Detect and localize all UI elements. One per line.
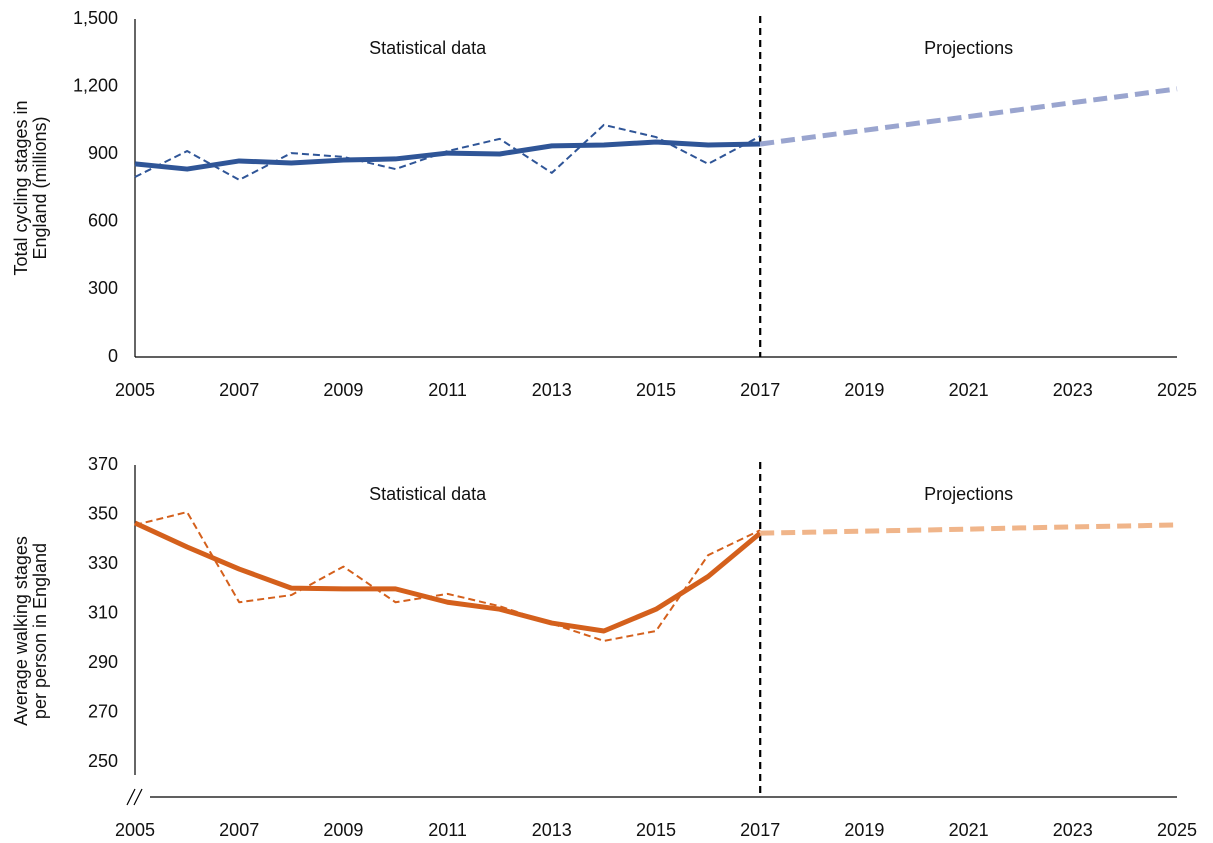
- y-tick-label: 300: [88, 278, 118, 298]
- annotation: Statistical data: [369, 38, 487, 58]
- y-tick-label: 310: [88, 602, 118, 622]
- x-tick-label: 2017: [740, 380, 780, 400]
- y-axis-label: per person in England: [30, 543, 50, 719]
- annotation: Projections: [924, 484, 1013, 504]
- y-tick-label: 600: [88, 211, 118, 231]
- annotation: Statistical data: [369, 484, 487, 504]
- x-tick-label: 2009: [323, 820, 363, 840]
- data-line: [134, 511, 761, 642]
- y-tick-label: 290: [88, 652, 118, 672]
- x-tick-label: 2015: [636, 820, 676, 840]
- x-tick-label: 2011: [428, 820, 467, 840]
- x-tick-label: 2015: [636, 380, 676, 400]
- y-axis-label: Average walking stages: [11, 536, 31, 726]
- y-tick-label: 330: [88, 553, 118, 573]
- x-tick-label: 2021: [949, 820, 989, 840]
- x-tick-label: 2009: [323, 380, 363, 400]
- x-tick-label: 2025: [1157, 820, 1197, 840]
- y-axis-label: England (millions): [30, 116, 50, 259]
- x-tick-label: 2013: [532, 380, 572, 400]
- annotation: Projections: [924, 38, 1013, 58]
- x-tick-label: 2007: [219, 820, 259, 840]
- y-tick-label: 370: [88, 454, 118, 474]
- x-tick-label: 2013: [532, 820, 572, 840]
- axis-break: [126, 788, 136, 806]
- x-tick-label: 2025: [1157, 380, 1197, 400]
- x-tick-label: 2023: [1053, 820, 1093, 840]
- data-line: [759, 86, 1178, 147]
- y-tick-label: 350: [88, 503, 118, 523]
- x-tick-label: 2005: [115, 820, 155, 840]
- data-line: [760, 522, 1178, 536]
- y-tick-label: 250: [88, 751, 118, 771]
- x-tick-label: 2021: [949, 380, 989, 400]
- y-tick-label: 1,500: [73, 8, 118, 28]
- x-tick-label: 2019: [844, 380, 884, 400]
- data-line: [134, 123, 761, 181]
- x-tick-label: 2019: [844, 820, 884, 840]
- x-tick-label: 2007: [219, 380, 259, 400]
- y-tick-label: 1,200: [73, 75, 118, 95]
- x-tick-label: 2011: [428, 380, 467, 400]
- axis-break: [133, 788, 143, 806]
- x-tick-label: 2005: [115, 380, 155, 400]
- x-tick-label: 2023: [1053, 380, 1093, 400]
- data-line: [133, 520, 762, 634]
- y-tick-label: 270: [88, 702, 118, 722]
- y-tick-label: 900: [88, 143, 118, 163]
- data-line: [134, 139, 761, 172]
- x-tick-label: 2017: [740, 820, 780, 840]
- y-tick-label: 0: [108, 346, 118, 366]
- y-axis-label: Total cycling stages in: [11, 100, 31, 275]
